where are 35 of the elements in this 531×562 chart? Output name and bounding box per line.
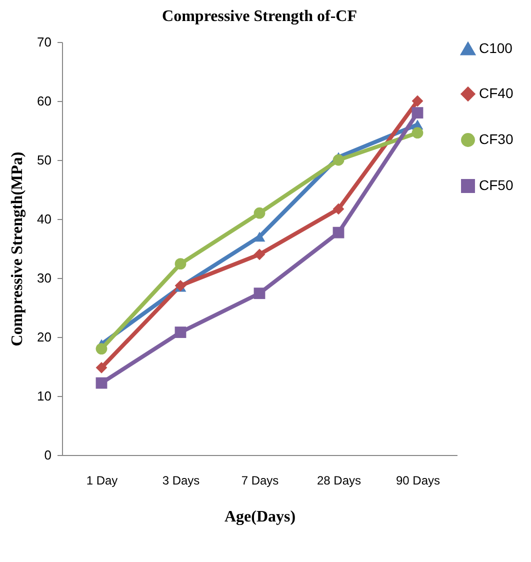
y-tick-label: 50 [37,152,52,168]
legend-label: CF40 [479,85,514,101]
y-axis-title: Compressive Strength(MPa) [9,152,26,346]
y-tick-label: 30 [37,270,52,286]
point [96,343,108,354]
x-tick-label: 7 Days [241,474,279,488]
point [412,107,424,118]
legend-label: CF30 [479,131,514,147]
y-tick-label: 10 [37,388,52,404]
point [96,377,108,389]
x-tick-label: 3 Days [162,474,200,488]
x-axis-title: Age(Days) [224,508,296,526]
point [96,362,108,374]
legend-label: CF50 [479,177,514,193]
y-tick-label: 0 [44,448,52,462]
point [254,232,266,242]
y-tick-label: 70 [37,34,52,50]
legend-label: C100 [479,40,513,56]
y-tick-label: 40 [37,212,52,226]
point [332,226,344,238]
point [254,248,266,260]
point [332,154,344,166]
y-tick-label: 60 [37,94,52,108]
x-tick-label: 28 Days [316,474,362,488]
chart-title: Compressive Strength of-CF [162,8,358,25]
x-tick-label: 1 Day [86,474,118,488]
y-tick-label: 20 [37,330,52,344]
point [174,326,186,338]
point [174,258,186,270]
point [332,203,344,215]
point [254,288,266,300]
point [412,95,424,107]
x-tick-label: 90 Days [396,474,440,488]
point [412,127,424,139]
point [254,207,266,219]
